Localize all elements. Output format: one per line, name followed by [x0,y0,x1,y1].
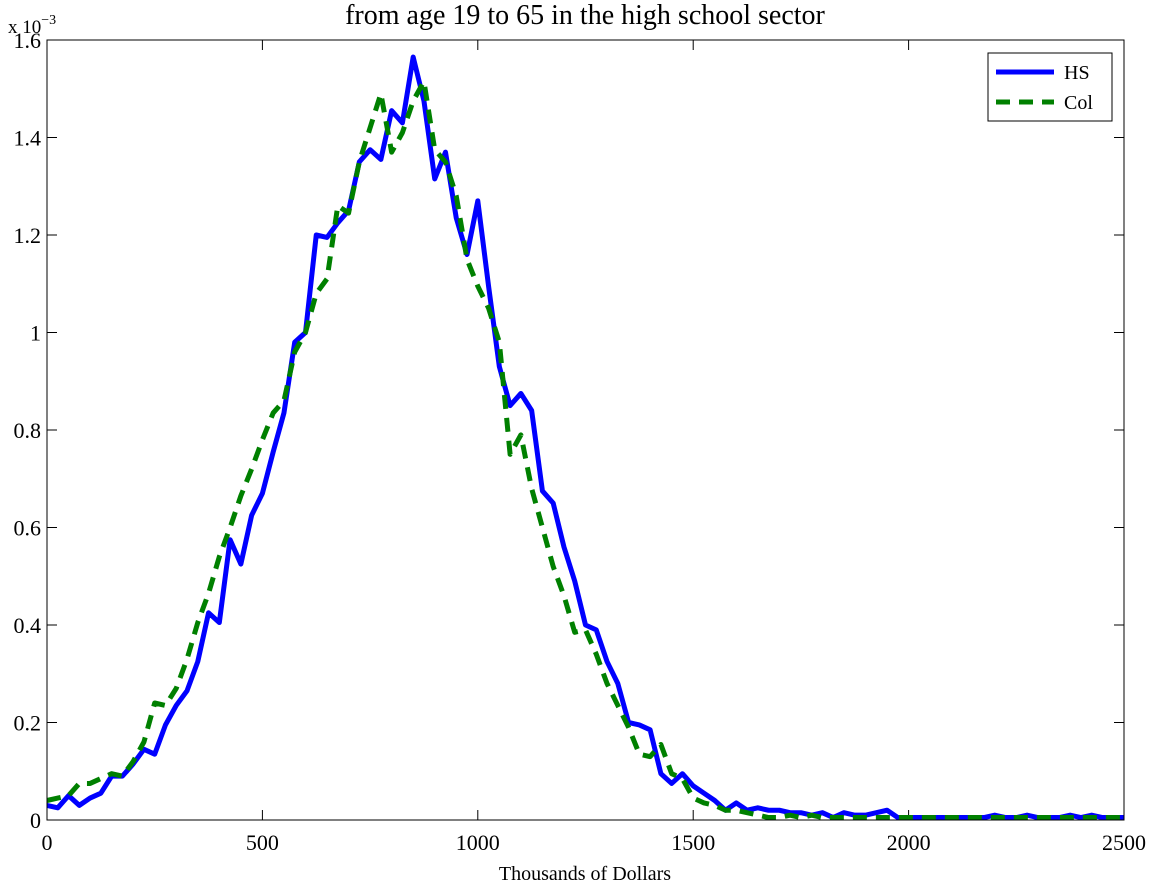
plot-frame [46,39,1125,821]
y-multiplier: x 10−3 [8,13,56,38]
y-tick-label: 1.2 [14,223,42,248]
y-tick-label: 1.4 [14,126,42,151]
x-tick-label: 0 [42,830,53,855]
legend-box [987,52,1113,122]
plot-border [46,39,1125,821]
x-tick-label: 2500 [1102,830,1146,855]
y-tick-label: 0 [30,808,41,833]
x-tick-label: 1000 [456,830,500,855]
y-tick-label: 0.8 [14,418,42,443]
x-tick-label: 1500 [671,830,715,855]
chart-title: from age 19 to 65 in the high school sec… [345,0,825,31]
line-col [46,78,1124,821]
x-tick-label: 2000 [887,830,931,855]
legend: HS Col [987,52,1113,122]
legend-label: HS [1064,62,1090,84]
y-multiplier-exponent: −3 [41,13,56,28]
y-multiplier-base: x 10 [8,17,41,38]
y-tick-label: 0.2 [14,711,42,736]
y-tick-label: 1.6 [14,28,42,53]
line-hs [46,54,1124,821]
legend-label: Col [1064,92,1093,114]
x-axis-label: Thousands of Dollars [499,863,671,885]
y-tick-label: 1 [30,321,41,346]
y-tick-label: 0.6 [14,516,42,541]
x-tick-label: 500 [246,830,279,855]
y-tick-label: 0.4 [14,613,42,638]
